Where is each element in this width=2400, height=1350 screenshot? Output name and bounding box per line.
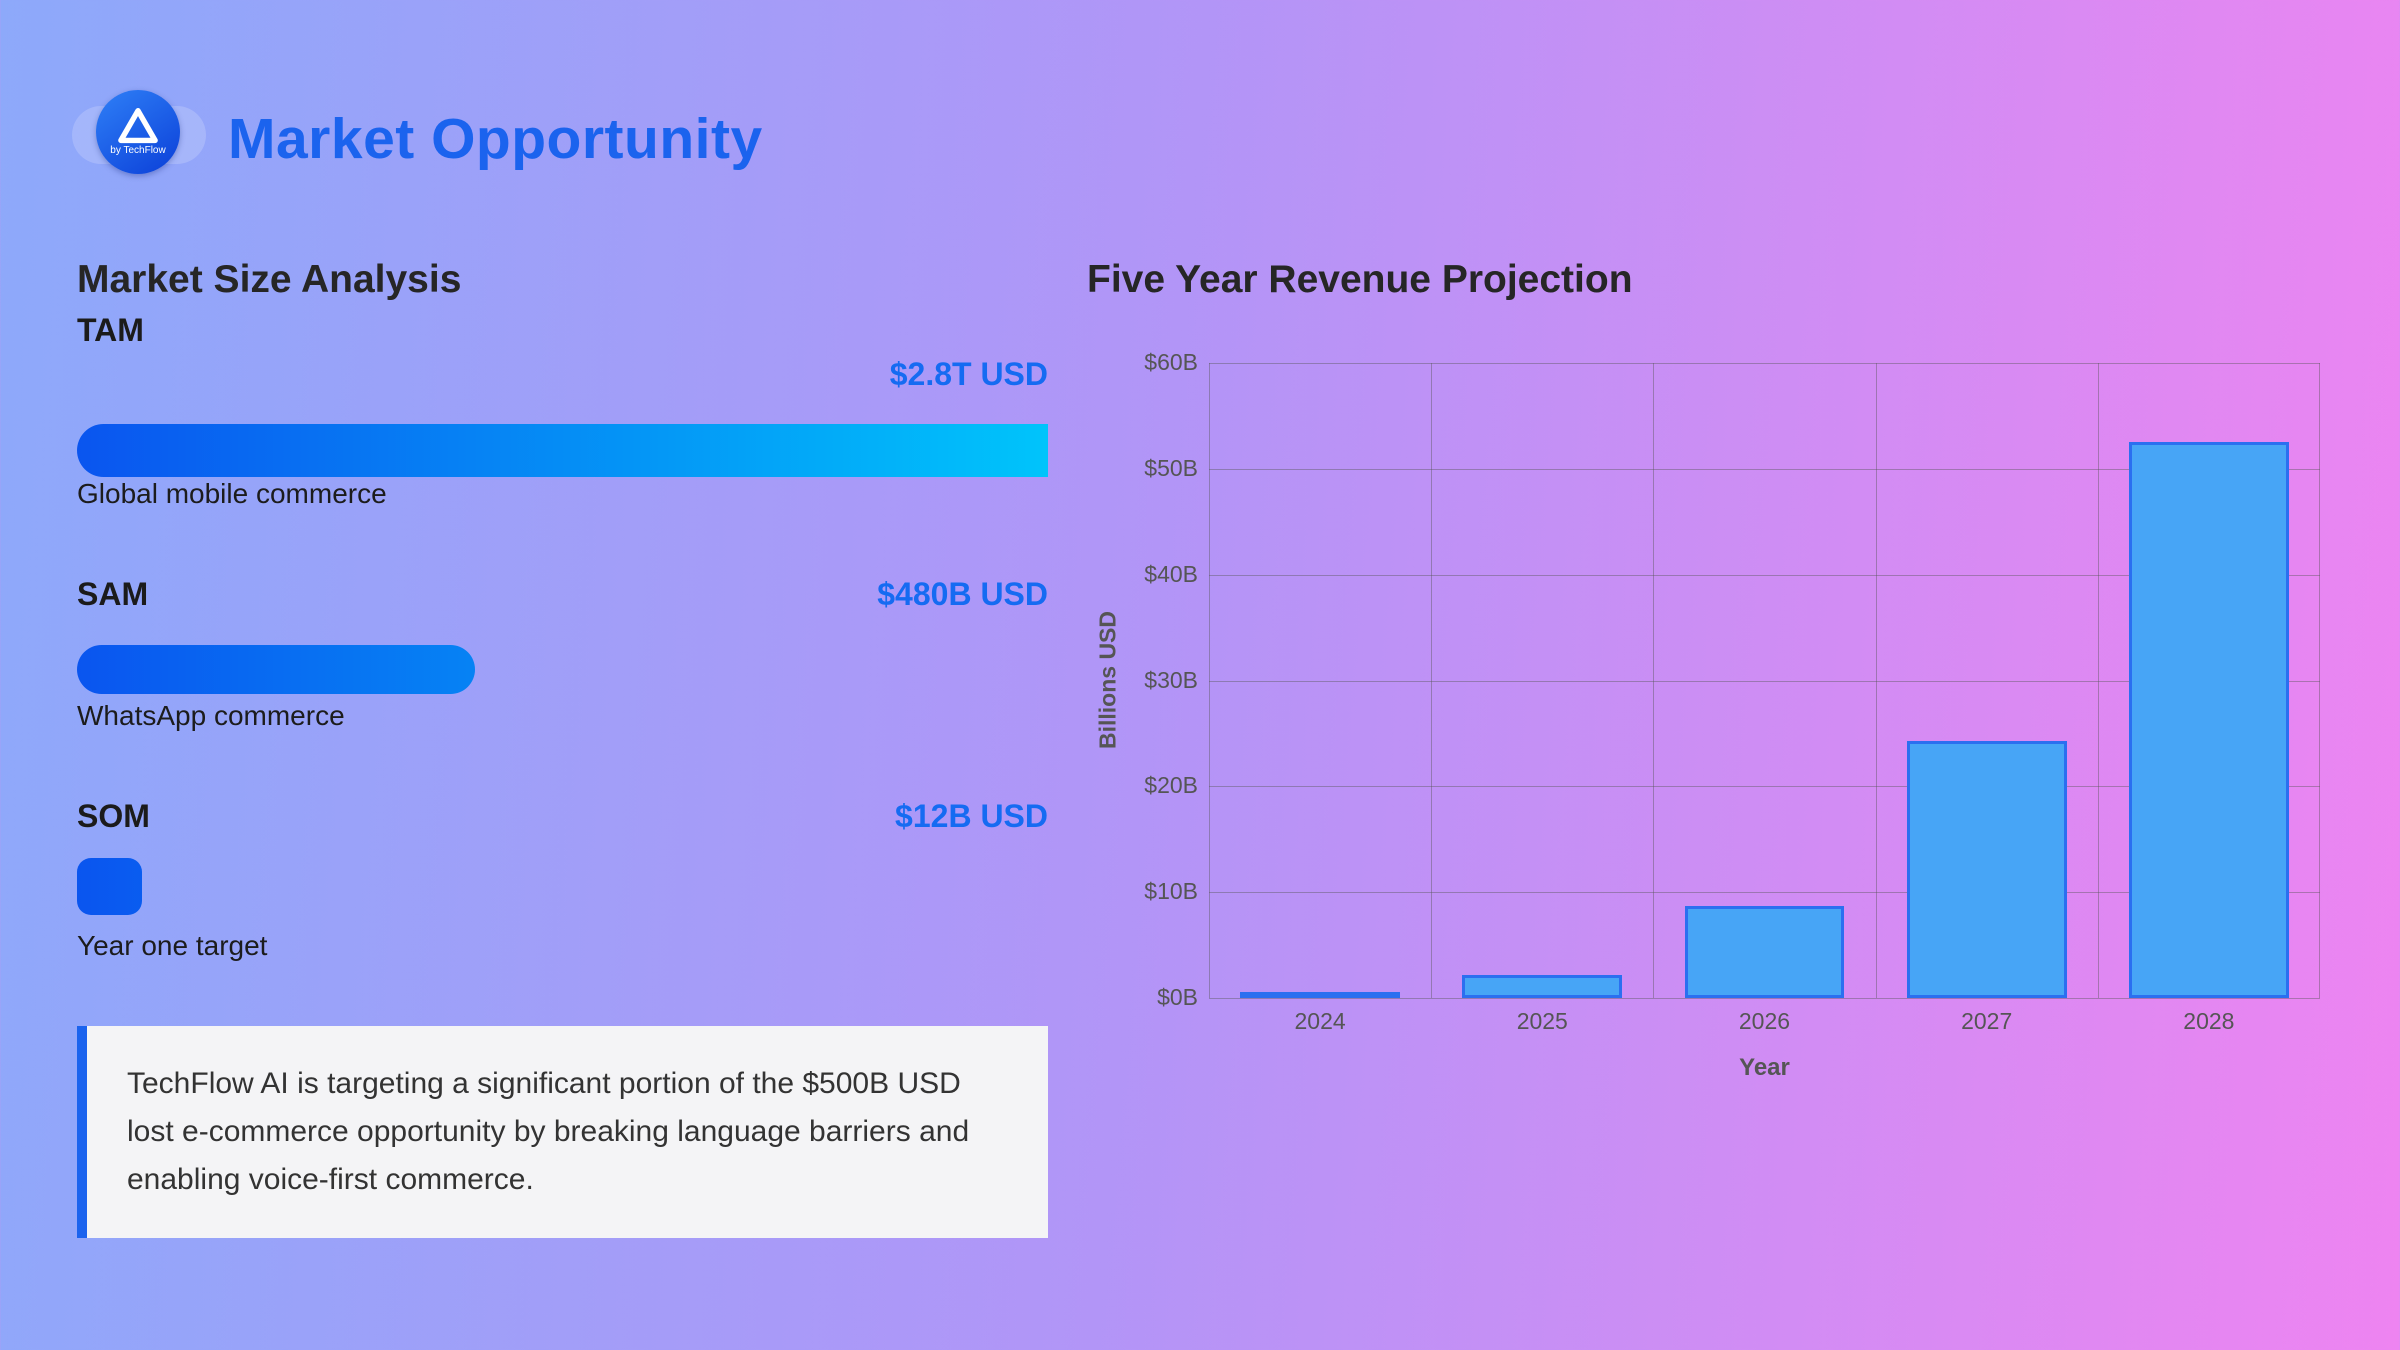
h-gridline [1209,998,2320,999]
sam-row: SAM $480B USD [77,576,1048,613]
som-label: SOM [77,798,150,834]
x-tick-label: 2027 [1961,1008,2013,1034]
x-tick-label: 2025 [1516,1008,1568,1034]
page-title: Market Opportunity [228,107,763,171]
som-bar [77,858,142,915]
tam-label: TAM [77,312,144,348]
som-value: $12B USD [895,798,1048,834]
sam-bar [77,645,476,694]
y-tick-label: $60B [1144,349,1198,375]
h-gridline [1209,363,2320,364]
tam-bar [77,424,2400,477]
v-gridline [2097,363,2099,998]
y-tick-label: $20B [1144,772,1198,799]
y-tick-label: $40B [1144,560,1198,587]
som-description: Year one target [77,930,268,961]
highlight-note-text: TechFlow AI is targeting a significant p… [127,1067,970,1196]
x-tick-label: 2026 [1738,1008,1791,1034]
v-gridline [1653,363,1655,998]
bar-2025 [1462,974,1623,998]
h-gridline [1209,680,2320,682]
x-tick-label: 2028 [2183,1008,2235,1034]
x-tick-label: 2024 [1294,1008,1346,1034]
som-row: SOM $12B USD [77,798,1048,835]
h-gridline [1209,786,2320,788]
bar-2028 [2128,442,2289,998]
bar-2027 [1906,740,2067,998]
y-tick-label: $10B [1144,878,1198,905]
market-size-heading: Market Size Analysis [77,258,462,301]
x-axis-labels: 2024 2025 2026 2027 2028 [1209,1008,2320,1040]
y-tick-label: $30B [1144,666,1198,693]
chart-y-axis-title: Billions USD [1094,610,1121,750]
logo-subtext: by TechFlow [110,145,166,156]
y-tick-label: $0B [1157,984,1198,1010]
v-gridline [2319,363,2320,998]
v-gridline [1209,363,1210,998]
chart-x-axis-title: Year [1739,1054,1790,1081]
bar-2024 [1240,992,1401,998]
bar-2026 [1684,905,1845,998]
tam-value: $2.8T USD [889,356,1048,392]
techflow-logo-icon: by TechFlow [96,90,180,174]
h-gridline [1209,468,2320,470]
revenue-chart-heading: Five Year Revenue Projection [1087,258,1633,301]
tam-description: Global mobile commerce [77,478,387,509]
y-axis-labels: $0B $10B $20B $30B $40B $50B $60B [1128,349,1198,1010]
sam-description: WhatsApp commerce [77,700,345,731]
h-gridline [1209,892,2320,894]
highlight-note: TechFlow AI is targeting a significant p… [77,1026,1048,1238]
chart-plot [1209,363,2320,999]
sam-label: SAM [77,576,149,612]
sam-value: $480B USD [877,576,1048,612]
v-gridline [1875,363,1877,998]
h-gridline [1209,574,2320,576]
y-tick-label: $50B [1144,454,1198,481]
v-gridline [1431,363,1433,998]
logo-triangle-icon [118,108,158,144]
